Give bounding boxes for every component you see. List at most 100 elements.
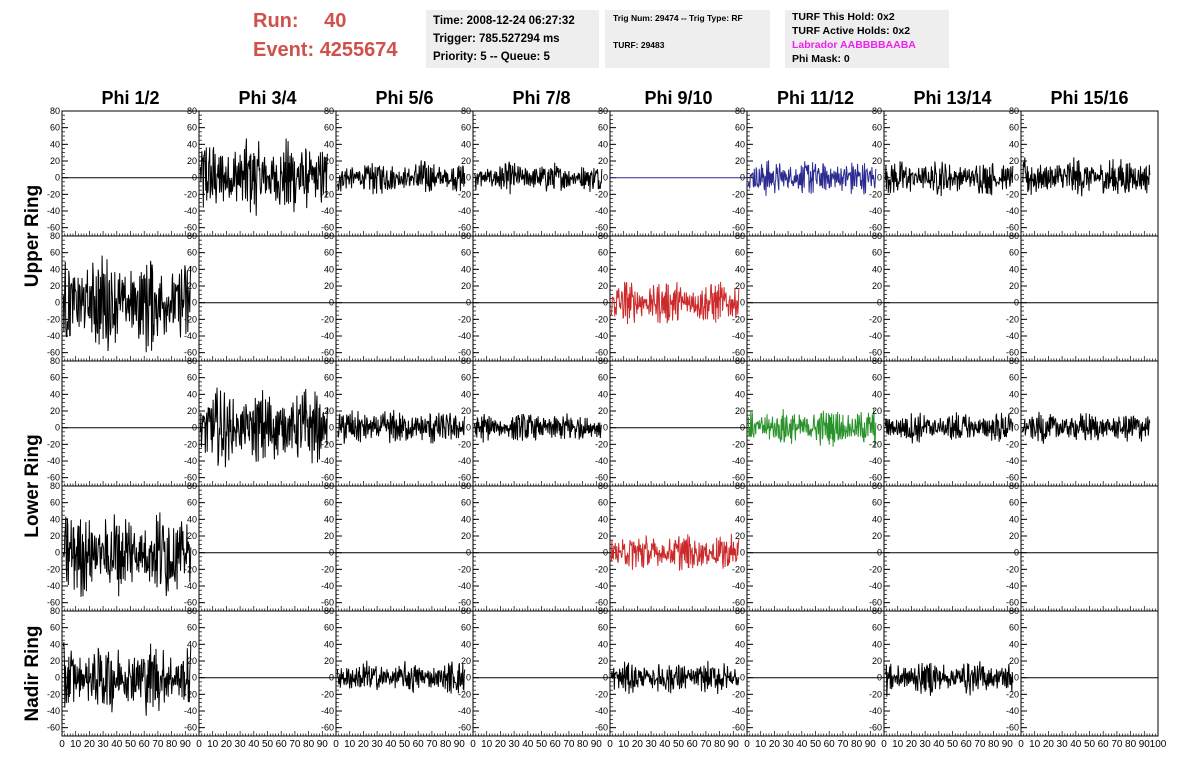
x-tick-label: 50 bbox=[125, 739, 137, 750]
y-tick-label: 20 bbox=[50, 406, 60, 416]
waveform-trace bbox=[474, 161, 603, 195]
waveform-trace bbox=[747, 408, 877, 448]
y-tick-label: -60 bbox=[869, 473, 882, 483]
event-label: Event: 4255674 bbox=[253, 39, 398, 62]
waveform-trace bbox=[62, 512, 192, 597]
y-tick-label: 20 bbox=[1009, 656, 1019, 666]
y-tick-label: 0 bbox=[603, 173, 608, 183]
run-label: Run: 40 bbox=[253, 10, 346, 33]
panel-r3-c8: 80 60 40 20 0 -20 -40 -60 bbox=[1006, 356, 1159, 487]
y-tick-label: -40 bbox=[595, 456, 608, 466]
y-tick-label: -40 bbox=[458, 581, 471, 591]
y-tick-label: 80 bbox=[598, 606, 608, 616]
trigger-text: Trigger: 785.527294 ms bbox=[433, 33, 560, 45]
waveform-trace bbox=[62, 642, 192, 716]
x-tick-label: 10 bbox=[618, 739, 630, 750]
y-tick-label: 80 bbox=[187, 606, 197, 616]
panel-frame bbox=[61, 110, 200, 237]
y-tick-label: -40 bbox=[321, 706, 334, 716]
y-tick-label: -20 bbox=[1006, 439, 1019, 449]
y-tick-label: -40 bbox=[869, 581, 882, 591]
y-tick-label: 80 bbox=[324, 106, 334, 116]
y-tick-label: 80 bbox=[735, 481, 745, 491]
y-tick-label: -20 bbox=[47, 189, 60, 199]
panel-frame bbox=[335, 235, 474, 362]
x-tick-label: 50 bbox=[947, 739, 959, 750]
y-tick-label: 40 bbox=[598, 514, 608, 524]
y-tick-label: 60 bbox=[1009, 123, 1019, 133]
waveform-trace bbox=[1021, 157, 1151, 197]
x-tick-label: 0 bbox=[333, 739, 339, 750]
y-tick-label: 40 bbox=[735, 264, 745, 274]
column-title-1: Phi 1/2 bbox=[101, 88, 159, 108]
y-tick-label: -20 bbox=[1006, 189, 1019, 199]
y-tick-label: 40 bbox=[324, 389, 334, 399]
x-tick-label: 20 bbox=[358, 739, 370, 750]
y-tick-label: -60 bbox=[321, 723, 334, 733]
y-tick-label: -40 bbox=[184, 331, 197, 341]
y-tick-label: 40 bbox=[461, 264, 471, 274]
y-tick-label: -40 bbox=[458, 706, 471, 716]
y-tick-label: 40 bbox=[1009, 264, 1019, 274]
y-tick-label: -40 bbox=[869, 706, 882, 716]
panel-r2-c6: 80 60 40 20 0 -20 -40 -60 bbox=[732, 231, 885, 362]
y-tick-label: -60 bbox=[595, 348, 608, 358]
y-tick-label: 0 bbox=[1014, 298, 1019, 308]
y-tick-label: 0 bbox=[877, 298, 882, 308]
x-tick-label: 90 bbox=[728, 739, 740, 750]
y-tick-label: -20 bbox=[321, 189, 334, 199]
y-tick-label: 0 bbox=[740, 298, 745, 308]
phi-mask-text: Phi Mask: 0 bbox=[792, 53, 850, 65]
y-tick-label: -40 bbox=[732, 581, 745, 591]
panel-frame bbox=[746, 485, 885, 612]
y-tick-label: 60 bbox=[50, 123, 60, 133]
panel-frame bbox=[1020, 610, 1159, 737]
y-tick-label: 80 bbox=[461, 606, 471, 616]
column-title-7: Phi 13/14 bbox=[913, 88, 991, 108]
waveform-trace bbox=[610, 533, 740, 571]
panel-r2-c1: 80 60 40 20 0 -20 -40 -60 bbox=[47, 231, 200, 362]
x-tick-label: 20 bbox=[769, 739, 781, 750]
y-tick-label: 40 bbox=[598, 639, 608, 649]
x-tick-label: 40 bbox=[1070, 739, 1082, 750]
x-tick-label: 10 bbox=[70, 739, 82, 750]
y-tick-label: 60 bbox=[187, 373, 197, 383]
y-tick-label: 20 bbox=[735, 531, 745, 541]
y-tick-label: -60 bbox=[321, 598, 334, 608]
y-tick-label: 60 bbox=[50, 373, 60, 383]
y-tick-label: 80 bbox=[598, 106, 608, 116]
y-tick-label: 60 bbox=[324, 123, 334, 133]
y-tick-label: -60 bbox=[321, 348, 334, 358]
y-tick-label: 80 bbox=[872, 106, 882, 116]
x-tick-label: 10 bbox=[344, 739, 356, 750]
y-tick-label: -40 bbox=[595, 206, 608, 216]
panel-frame bbox=[472, 235, 611, 362]
y-tick-label: 40 bbox=[872, 639, 882, 649]
y-tick-label: 20 bbox=[598, 406, 608, 416]
run-value: 40 bbox=[324, 10, 347, 32]
y-tick-label: -60 bbox=[732, 223, 745, 233]
y-tick-label: -60 bbox=[595, 723, 608, 733]
y-tick-label: -40 bbox=[321, 206, 334, 216]
x-tick-label: 90 bbox=[180, 739, 192, 750]
panel-frame bbox=[883, 485, 1022, 612]
panel-r4-c2: 80 60 40 20 0 -20 -40 -60 bbox=[184, 481, 337, 612]
y-tick-label: -60 bbox=[1006, 223, 1019, 233]
column-title-8: Phi 15/16 bbox=[1050, 88, 1128, 108]
x-tick-label: 40 bbox=[796, 739, 808, 750]
y-tick-label: 40 bbox=[872, 139, 882, 149]
x-tick-label: 30 bbox=[509, 739, 521, 750]
waveform-trace bbox=[336, 660, 466, 694]
y-tick-label: 60 bbox=[735, 373, 745, 383]
y-tick-label: -40 bbox=[595, 331, 608, 341]
x-tick-label: 10 bbox=[755, 739, 767, 750]
y-tick-label: -40 bbox=[595, 706, 608, 716]
column-title-2: Phi 3/4 bbox=[238, 88, 296, 108]
y-tick-label: 60 bbox=[461, 623, 471, 633]
y-tick-label: 80 bbox=[50, 606, 60, 616]
y-tick-label: 40 bbox=[735, 514, 745, 524]
ring-label-1: Upper Ring bbox=[22, 185, 43, 287]
y-tick-label: -60 bbox=[458, 723, 471, 733]
y-tick-label: -60 bbox=[321, 223, 334, 233]
